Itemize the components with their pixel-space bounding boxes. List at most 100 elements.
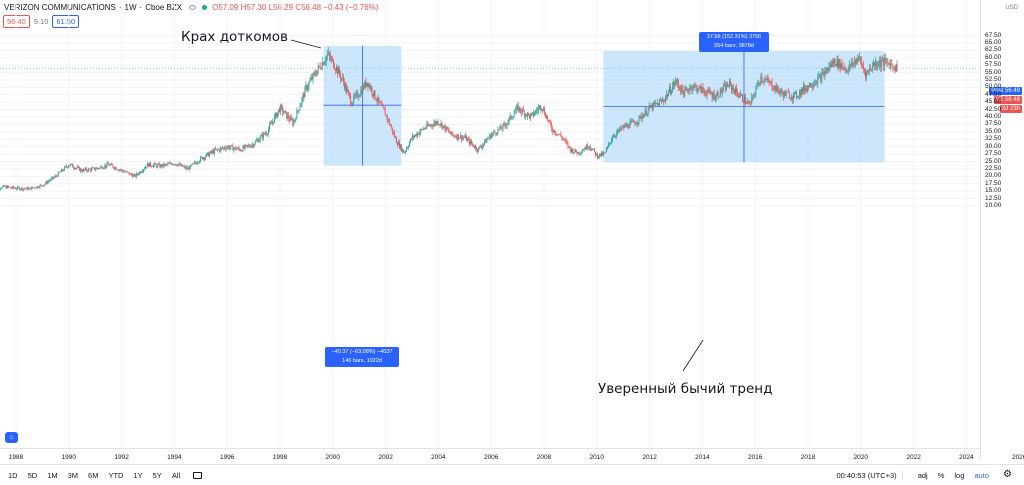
candle-body [536, 110, 537, 112]
candle-body [480, 146, 482, 148]
candle-body [105, 164, 107, 167]
candle-body [589, 146, 591, 149]
range-button-ytd[interactable]: YTD [108, 470, 124, 480]
candle-body [392, 132, 394, 134]
candle-body [687, 88, 689, 91]
annotation-dotcom-crash[interactable]: Крах доткомов [181, 29, 288, 45]
candle-body [641, 116, 643, 120]
percent-toggle[interactable]: % [937, 471, 945, 480]
tradingview-logo-icon[interactable]: ⌂ [5, 432, 18, 443]
symbol-name[interactable]: VERIZON COMMUNICATIONS [4, 3, 116, 12]
candle-body [448, 130, 450, 133]
candle-body [183, 166, 185, 167]
candle-body [41, 184, 43, 186]
settings-gear-icon[interactable]: ⚙ [1003, 469, 1012, 480]
candle-body [156, 164, 158, 167]
adj-toggle[interactable]: adj [917, 471, 928, 480]
candle-body [321, 62, 323, 69]
range-button-1y[interactable]: 1Y [133, 470, 143, 480]
candle-body [708, 89, 710, 91]
candle-body [83, 169, 85, 172]
candle-body [723, 84, 725, 87]
candle-body [306, 85, 308, 90]
candle-body [177, 164, 179, 166]
candle-body [680, 88, 682, 93]
candle-body [892, 64, 894, 68]
candle-body [9, 187, 10, 188]
range-button-1d[interactable]: 1D [8, 470, 18, 480]
candle-body [526, 112, 528, 117]
candle-body [833, 58, 835, 64]
candle-body [0, 188, 1, 190]
candle-body [141, 171, 142, 173]
candle-body [838, 59, 840, 68]
candle-body [431, 124, 433, 126]
candle-body [166, 164, 168, 165]
candle-body [167, 163, 169, 165]
candle-body [597, 156, 599, 158]
candle-body [622, 125, 624, 128]
candle-body [93, 167, 95, 169]
candle-body [12, 186, 13, 188]
candle-body [341, 78, 342, 79]
candle-body [207, 152, 208, 154]
interval-label[interactable]: 1W [124, 3, 137, 12]
candle-body [874, 61, 876, 66]
candle-body [256, 139, 258, 141]
candle-body [813, 84, 815, 87]
candle-body [390, 125, 392, 128]
candle-body [786, 91, 788, 93]
candle-body [70, 164, 72, 165]
candle-body [891, 63, 893, 65]
candle-body [303, 94, 305, 98]
candle-body [118, 169, 120, 171]
log-toggle[interactable]: log [954, 471, 965, 480]
candle-body [814, 84, 816, 85]
candle-body [189, 164, 191, 170]
candle-body [351, 104, 353, 106]
price-tick-label: 20.00 [985, 172, 1002, 180]
candle-body [87, 170, 89, 172]
candle-body [64, 166, 66, 167]
range-button-3m[interactable]: 3M [67, 470, 79, 480]
price-tick-label: 67.50 [985, 31, 1002, 39]
candle-body [238, 147, 240, 150]
annotation-bull-trend[interactable]: Уверенный бычий тренд [598, 381, 773, 397]
candle-body [420, 129, 422, 133]
post-price-badge: Post 56.49 [989, 87, 1022, 95]
candle-body [827, 67, 829, 71]
buy-button[interactable]: 61.50 [52, 15, 80, 28]
candle-body [700, 85, 702, 93]
candle-body [350, 96, 352, 105]
candle-body [624, 124, 626, 128]
candle-body [844, 68, 846, 70]
clock[interactable]: 00:40:53 (UTC+3) [831, 471, 903, 480]
candle-body [315, 74, 317, 76]
candle-body [846, 70, 848, 73]
candle-body [729, 81, 731, 84]
candle-body [158, 163, 160, 165]
auto-toggle[interactable]: auto [974, 471, 989, 480]
range-button-5y[interactable]: 5Y [152, 470, 162, 480]
candle-body [858, 57, 860, 59]
candle-body [286, 111, 288, 119]
calendar-range-icon[interactable] [193, 471, 203, 479]
candle-body [193, 162, 195, 164]
candle-body [547, 116, 549, 121]
candle-body [134, 174, 136, 177]
time-axis[interactable]: 1988 1990 1992 1994 1996 1998 2000 2002 2004 2006… [0, 448, 1024, 464]
range-button-1m[interactable]: 1M [47, 470, 58, 480]
price-chart[interactable] [0, 0, 980, 448]
range-button-6m[interactable]: 6M [88, 470, 99, 480]
candle-body [339, 68, 340, 75]
candle-body [690, 86, 692, 89]
range-button-all[interactable]: All [171, 470, 181, 480]
price-tick-label: 45.00 [985, 98, 1002, 106]
candle-body [213, 150, 215, 154]
candle-body [756, 83, 758, 90]
price-axis[interactable]: USD Post 56.49 VZ 56.48 2d 23h 67.50 65.0… [980, 0, 1024, 460]
range-button-5d[interactable]: 5D [27, 470, 38, 480]
symbol-title-line[interactable]: VERIZON COMMUNICATIONS · 1W · Cboe BZX O… [4, 3, 379, 12]
rise-measure-label: 37.56 (152.31%) 3756 554 bars, 3878d [699, 32, 769, 52]
eye-icon[interactable] [189, 5, 197, 10]
